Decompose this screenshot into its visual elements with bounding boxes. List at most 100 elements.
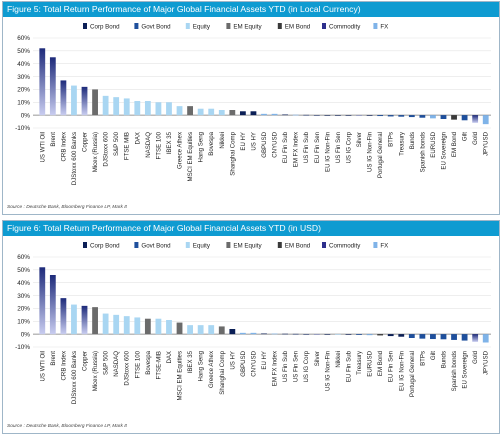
bar-eu-hy bbox=[239, 111, 246, 116]
x-tick-label: DJStoxx 600 Banks bbox=[71, 132, 78, 185]
bar-gilt bbox=[461, 115, 468, 121]
legend-item-govt-bond: Govt Bond bbox=[134, 242, 171, 250]
bar-eu-fin-sub bbox=[345, 334, 352, 335]
x-tick-label: EU HY bbox=[261, 351, 268, 370]
bar-s-p-500 bbox=[113, 97, 120, 116]
x-tick-label: Spanish bonds bbox=[419, 132, 426, 172]
x-tick-label: Shanghai Comp bbox=[219, 350, 226, 394]
bar-jpyusd bbox=[482, 334, 489, 343]
y-tick-label: 20% bbox=[17, 87, 30, 94]
legend-label: Equity bbox=[193, 243, 211, 250]
bar-us-ig-corp bbox=[345, 115, 352, 116]
x-tick-label: MSCI EM Equities bbox=[177, 351, 184, 400]
bar-gbpusd bbox=[239, 332, 246, 335]
x-tick-label: MSCI EM Equities bbox=[187, 132, 194, 181]
x-tick-label: DAX bbox=[134, 132, 141, 145]
bar-nasdaq bbox=[144, 101, 151, 116]
legend-label: Corp Bond bbox=[90, 24, 120, 31]
x-tick-label: EURUSD bbox=[367, 350, 374, 376]
legend-label: Govt Bond bbox=[141, 24, 171, 31]
bar-us-hy bbox=[250, 111, 257, 116]
figure-6-chart: Corp Bond Govt Bond Equity EM Equity EM Bond… bbox=[15, 242, 491, 404]
x-tick-label: EU Fin Sen bbox=[314, 132, 321, 163]
x-tick-label: US HY bbox=[250, 132, 257, 151]
legend-item-equity: Equity bbox=[185, 23, 211, 31]
x-tick-label: Treasury bbox=[398, 131, 405, 156]
chart-gridlines: 60% 50% 40% 30% 20% 10% 0% -10% bbox=[15, 254, 491, 351]
x-tick-label: EU Fin Sub bbox=[282, 131, 289, 163]
legend-label: FX bbox=[380, 243, 388, 250]
legend-item-fx: FX bbox=[373, 23, 388, 31]
bar-gbpusd bbox=[261, 113, 267, 116]
legend-label: Corp Bond bbox=[90, 243, 120, 250]
chart-gridlines: 60% 50% 40% 30% 20% 10% 0% -10% bbox=[15, 35, 491, 132]
y-tick-label: 0% bbox=[21, 112, 31, 119]
bar-brent bbox=[49, 57, 56, 116]
x-tick-label: Bovespa bbox=[145, 350, 152, 374]
x-tick-label: US IG Non-Fin bbox=[324, 351, 331, 391]
bar-greece-athex bbox=[208, 325, 215, 335]
x-tick-label: US HY bbox=[229, 351, 236, 370]
x-tick-label: Micex (Russia) bbox=[92, 351, 99, 391]
bar-ftse-100 bbox=[134, 317, 141, 335]
x-tick-label: Micex (Russia) bbox=[92, 132, 99, 172]
x-tick-label: EU HY bbox=[240, 132, 247, 151]
x-tick-label: EM Bond bbox=[377, 351, 384, 376]
bar-micex-russia bbox=[92, 89, 98, 116]
x-tick-label: Gold bbox=[472, 351, 479, 364]
bar-gold bbox=[472, 115, 479, 123]
bar-treasury bbox=[398, 115, 405, 117]
x-tick-label: Copper bbox=[82, 351, 89, 371]
x-tick-label: BTPs bbox=[419, 351, 426, 366]
bar-greece-athex bbox=[176, 106, 183, 116]
x-tick-label: Nikkei bbox=[335, 351, 342, 368]
legend-swatch bbox=[322, 242, 326, 248]
x-tick-label: EU IG Non-Fin bbox=[324, 132, 331, 172]
bar-portugal-general bbox=[408, 334, 415, 338]
x-tick-label: NASDAQ bbox=[113, 351, 120, 377]
x-tick-label: Portugal General bbox=[377, 132, 384, 178]
y-tick-label: 20% bbox=[17, 306, 30, 313]
legend-swatch bbox=[185, 23, 190, 29]
bar-djstoxx-600-banks bbox=[71, 304, 77, 335]
bar-brent bbox=[49, 275, 56, 335]
legend-item-fx: FX bbox=[373, 242, 388, 250]
legend-swatch bbox=[277, 23, 282, 29]
x-tick-label: EU IG Non-Fin bbox=[398, 351, 405, 391]
bar-bovespa bbox=[144, 318, 151, 335]
x-tick-label: US IG Corp bbox=[345, 131, 352, 163]
figure-6-source: Source : Deutsche Bank, Bloomberg Financ… bbox=[7, 424, 127, 429]
bar-ftse-mib bbox=[123, 98, 130, 116]
x-tick-label: CRB Index bbox=[60, 132, 67, 161]
y-tick-label: 50% bbox=[17, 267, 30, 274]
y-tick-label: 40% bbox=[17, 280, 30, 287]
bar-silver bbox=[313, 334, 320, 335]
bar-bunds bbox=[408, 115, 415, 118]
x-tick-label: IBEX 35 bbox=[166, 131, 173, 154]
bar-cnyusd bbox=[250, 332, 257, 335]
bar-btps bbox=[419, 334, 426, 339]
chart-bars: US WTI Oil Brent CRB Index DJStoxx 600 Bank… bbox=[39, 48, 490, 185]
bar-bunds bbox=[440, 334, 447, 340]
bar-eurusd bbox=[430, 115, 436, 119]
bar-crb-index bbox=[60, 298, 67, 335]
bar-us-fin-sen bbox=[292, 333, 299, 335]
bar-dax bbox=[166, 320, 172, 335]
bar-hang-seng bbox=[197, 108, 204, 116]
x-tick-label: US WTI Oil bbox=[39, 351, 46, 381]
y-tick-label: 40% bbox=[17, 61, 30, 68]
y-tick-label: 60% bbox=[17, 35, 30, 42]
figure-5-title: Figure 5: Total Return Performance of Ma… bbox=[3, 2, 499, 17]
bar-shanghai-comp bbox=[218, 326, 225, 335]
x-tick-label: US Fin Sub bbox=[282, 350, 289, 382]
x-tick-label: DJStoxx 600 bbox=[124, 350, 131, 385]
x-tick-label: CRB Index bbox=[60, 351, 67, 380]
x-tick-label: Silver bbox=[356, 132, 363, 147]
bar-ftse-mib bbox=[155, 318, 162, 335]
legend-label: EM Equity bbox=[233, 243, 262, 250]
legend-item-govt-bond: Govt Bond bbox=[134, 23, 171, 31]
x-tick-label: GBPUSD bbox=[261, 131, 268, 157]
x-tick-label: Bovespa bbox=[208, 131, 215, 155]
x-tick-label: Hang Seng bbox=[198, 132, 205, 163]
x-tick-label: FTSE-MIB bbox=[155, 351, 162, 379]
